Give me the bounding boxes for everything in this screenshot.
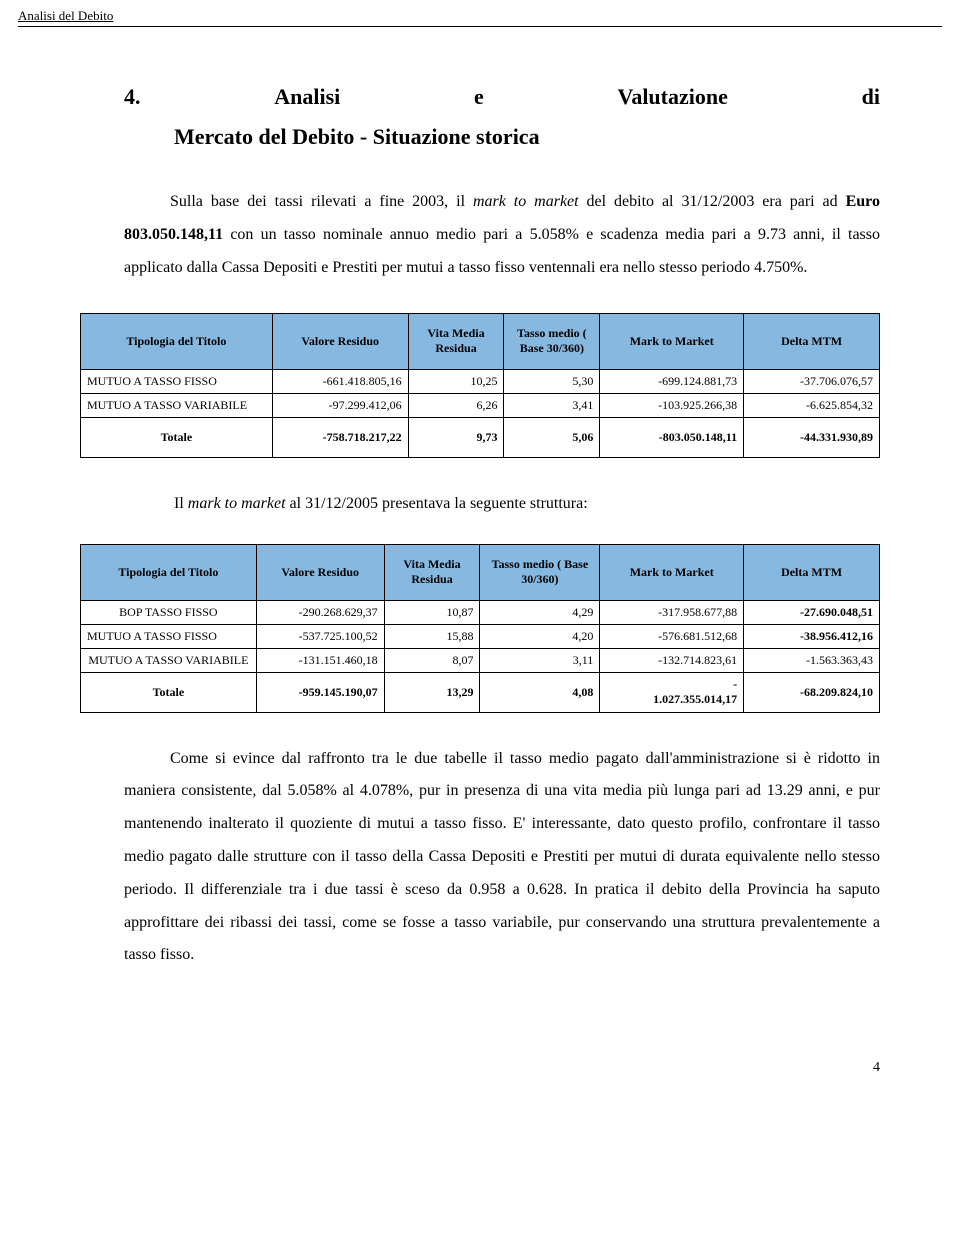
cell: -758.718.217,22 xyxy=(272,417,408,457)
cell: -576.681.512,68 xyxy=(600,624,744,648)
table-row: MUTUO A TASSO VARIABILE -97.299.412,06 6… xyxy=(81,393,880,417)
table-total-row: Totale -959.145.190,07 13,29 4,08 - 1.02… xyxy=(81,672,880,712)
cell: MUTUO A TASSO VARIABILE xyxy=(81,393,273,417)
table-2005: Tipologia del Titolo Valore Residuo Vita… xyxy=(80,544,880,713)
p1-text: con un tasso nominale annuo medio pari a… xyxy=(124,226,880,276)
cell: 3,41 xyxy=(504,393,600,417)
cell-neg: - xyxy=(606,677,737,692)
p1-text: del debito al 31/12/2003 era pari ad xyxy=(579,193,846,210)
th-vita: Vita Media Residua xyxy=(384,544,480,600)
cell: MUTUO A TASSO VARIABILE xyxy=(81,648,257,672)
cell: -27.690.048,51 xyxy=(744,600,880,624)
cell: -699.124.881,73 xyxy=(600,369,744,393)
th-vita: Vita Media Residua xyxy=(408,313,504,369)
paragraph-3: Come si evince dal raffronto tra le due … xyxy=(80,743,880,973)
cell: -38.956.412,16 xyxy=(744,624,880,648)
cell: -1.563.363,43 xyxy=(744,648,880,672)
running-header: Analisi del Debito xyxy=(0,0,960,27)
th-tipologia: Tipologia del Titolo xyxy=(81,313,273,369)
th-delta: Delta MTM xyxy=(744,544,880,600)
table-row: MUTUO A TASSO VARIABILE -131.151.460,18 … xyxy=(81,648,880,672)
p3-text: Come si evince dal raffronto tra le due … xyxy=(124,750,880,964)
th-mtm: Mark to Market xyxy=(600,313,744,369)
table-2003: Tipologia del Titolo Valore Residuo Vita… xyxy=(80,313,880,458)
paragraph-1: Sulla base dei tassi rilevati a fine 200… xyxy=(80,186,880,284)
cell: 8,07 xyxy=(384,648,480,672)
th-tipologia: Tipologia del Titolo xyxy=(81,544,257,600)
cell: 5,06 xyxy=(504,417,600,457)
title-word: di xyxy=(862,77,880,117)
cell-val: 1.027.355.014,17 xyxy=(606,692,737,707)
cell-total-label: Totale xyxy=(81,672,257,712)
th-tasso: Tasso medio ( Base 30/360) xyxy=(504,313,600,369)
table-total-row: Totale -758.718.217,22 9,73 5,06 -803.05… xyxy=(81,417,880,457)
th-mtm: Mark to Market xyxy=(600,544,744,600)
page-number: 4 xyxy=(0,1040,960,1092)
table-row: BOP TASSO FISSO -290.268.629,37 10,87 4,… xyxy=(81,600,880,624)
p1-italic: mark to market xyxy=(473,193,579,210)
cell: -537.725.100,52 xyxy=(256,624,384,648)
th-tasso: Tasso medio ( Base 30/360) xyxy=(480,544,600,600)
p2-italic: mark to market xyxy=(188,495,286,512)
cell: 3,11 xyxy=(480,648,600,672)
th-valore: Valore Residuo xyxy=(272,313,408,369)
cell: -68.209.824,10 xyxy=(744,672,880,712)
cell: 15,88 xyxy=(384,624,480,648)
p2-text: al 31/12/2005 presentava la seguente str… xyxy=(286,495,588,512)
table-row: MUTUO A TASSO FISSO -537.725.100,52 15,8… xyxy=(81,624,880,648)
cell: -661.418.805,16 xyxy=(272,369,408,393)
cell: 4,20 xyxy=(480,624,600,648)
cell: 6,26 xyxy=(408,393,504,417)
p2-text: Il xyxy=(174,495,188,512)
cell: 13,29 xyxy=(384,672,480,712)
title-line2: Mercato del Debito - Situazione storica xyxy=(80,124,540,149)
cell: 5,30 xyxy=(504,369,600,393)
cell: 4,29 xyxy=(480,600,600,624)
cell-total-label: Totale xyxy=(81,417,273,457)
cell: 4,08 xyxy=(480,672,600,712)
cell: 9,73 xyxy=(408,417,504,457)
cell: -131.151.460,18 xyxy=(256,648,384,672)
cell: -132.714.823,61 xyxy=(600,648,744,672)
cell: -803.050.148,11 xyxy=(600,417,744,457)
title-word: e xyxy=(474,77,484,117)
p1-text: Sulla base dei tassi rilevati a fine 200… xyxy=(170,193,473,210)
table-row: MUTUO A TASSO FISSO -661.418.805,16 10,2… xyxy=(81,369,880,393)
section-heading: 4. Analisi e Valutazione di Mercato del … xyxy=(80,77,880,156)
cell-stacked: - 1.027.355.014,17 xyxy=(600,672,744,712)
header-title: Analisi del Debito xyxy=(0,0,960,24)
cell: 10,25 xyxy=(408,369,504,393)
page-content: 4. Analisi e Valutazione di Mercato del … xyxy=(0,27,960,1040)
table-header-row: Tipologia del Titolo Valore Residuo Vita… xyxy=(81,544,880,600)
cell: -959.145.190,07 xyxy=(256,672,384,712)
cell: -317.958.677,88 xyxy=(600,600,744,624)
th-valore: Valore Residuo xyxy=(256,544,384,600)
cell: -44.331.930,89 xyxy=(744,417,880,457)
section-number: 4. xyxy=(124,77,141,117)
title-word: Analisi xyxy=(274,77,340,117)
cell: -37.706.076,57 xyxy=(744,369,880,393)
cell: MUTUO A TASSO FISSO xyxy=(81,369,273,393)
paragraph-2: Il mark to market al 31/12/2005 presenta… xyxy=(80,488,880,520)
cell: -103.925.266,38 xyxy=(600,393,744,417)
cell: -6.625.854,32 xyxy=(744,393,880,417)
cell: -97.299.412,06 xyxy=(272,393,408,417)
cell: -290.268.629,37 xyxy=(256,600,384,624)
table-header-row: Tipologia del Titolo Valore Residuo Vita… xyxy=(81,313,880,369)
title-word: Valutazione xyxy=(617,77,727,117)
cell: BOP TASSO FISSO xyxy=(81,600,257,624)
cell: 10,87 xyxy=(384,600,480,624)
cell: MUTUO A TASSO FISSO xyxy=(81,624,257,648)
th-delta: Delta MTM xyxy=(744,313,880,369)
